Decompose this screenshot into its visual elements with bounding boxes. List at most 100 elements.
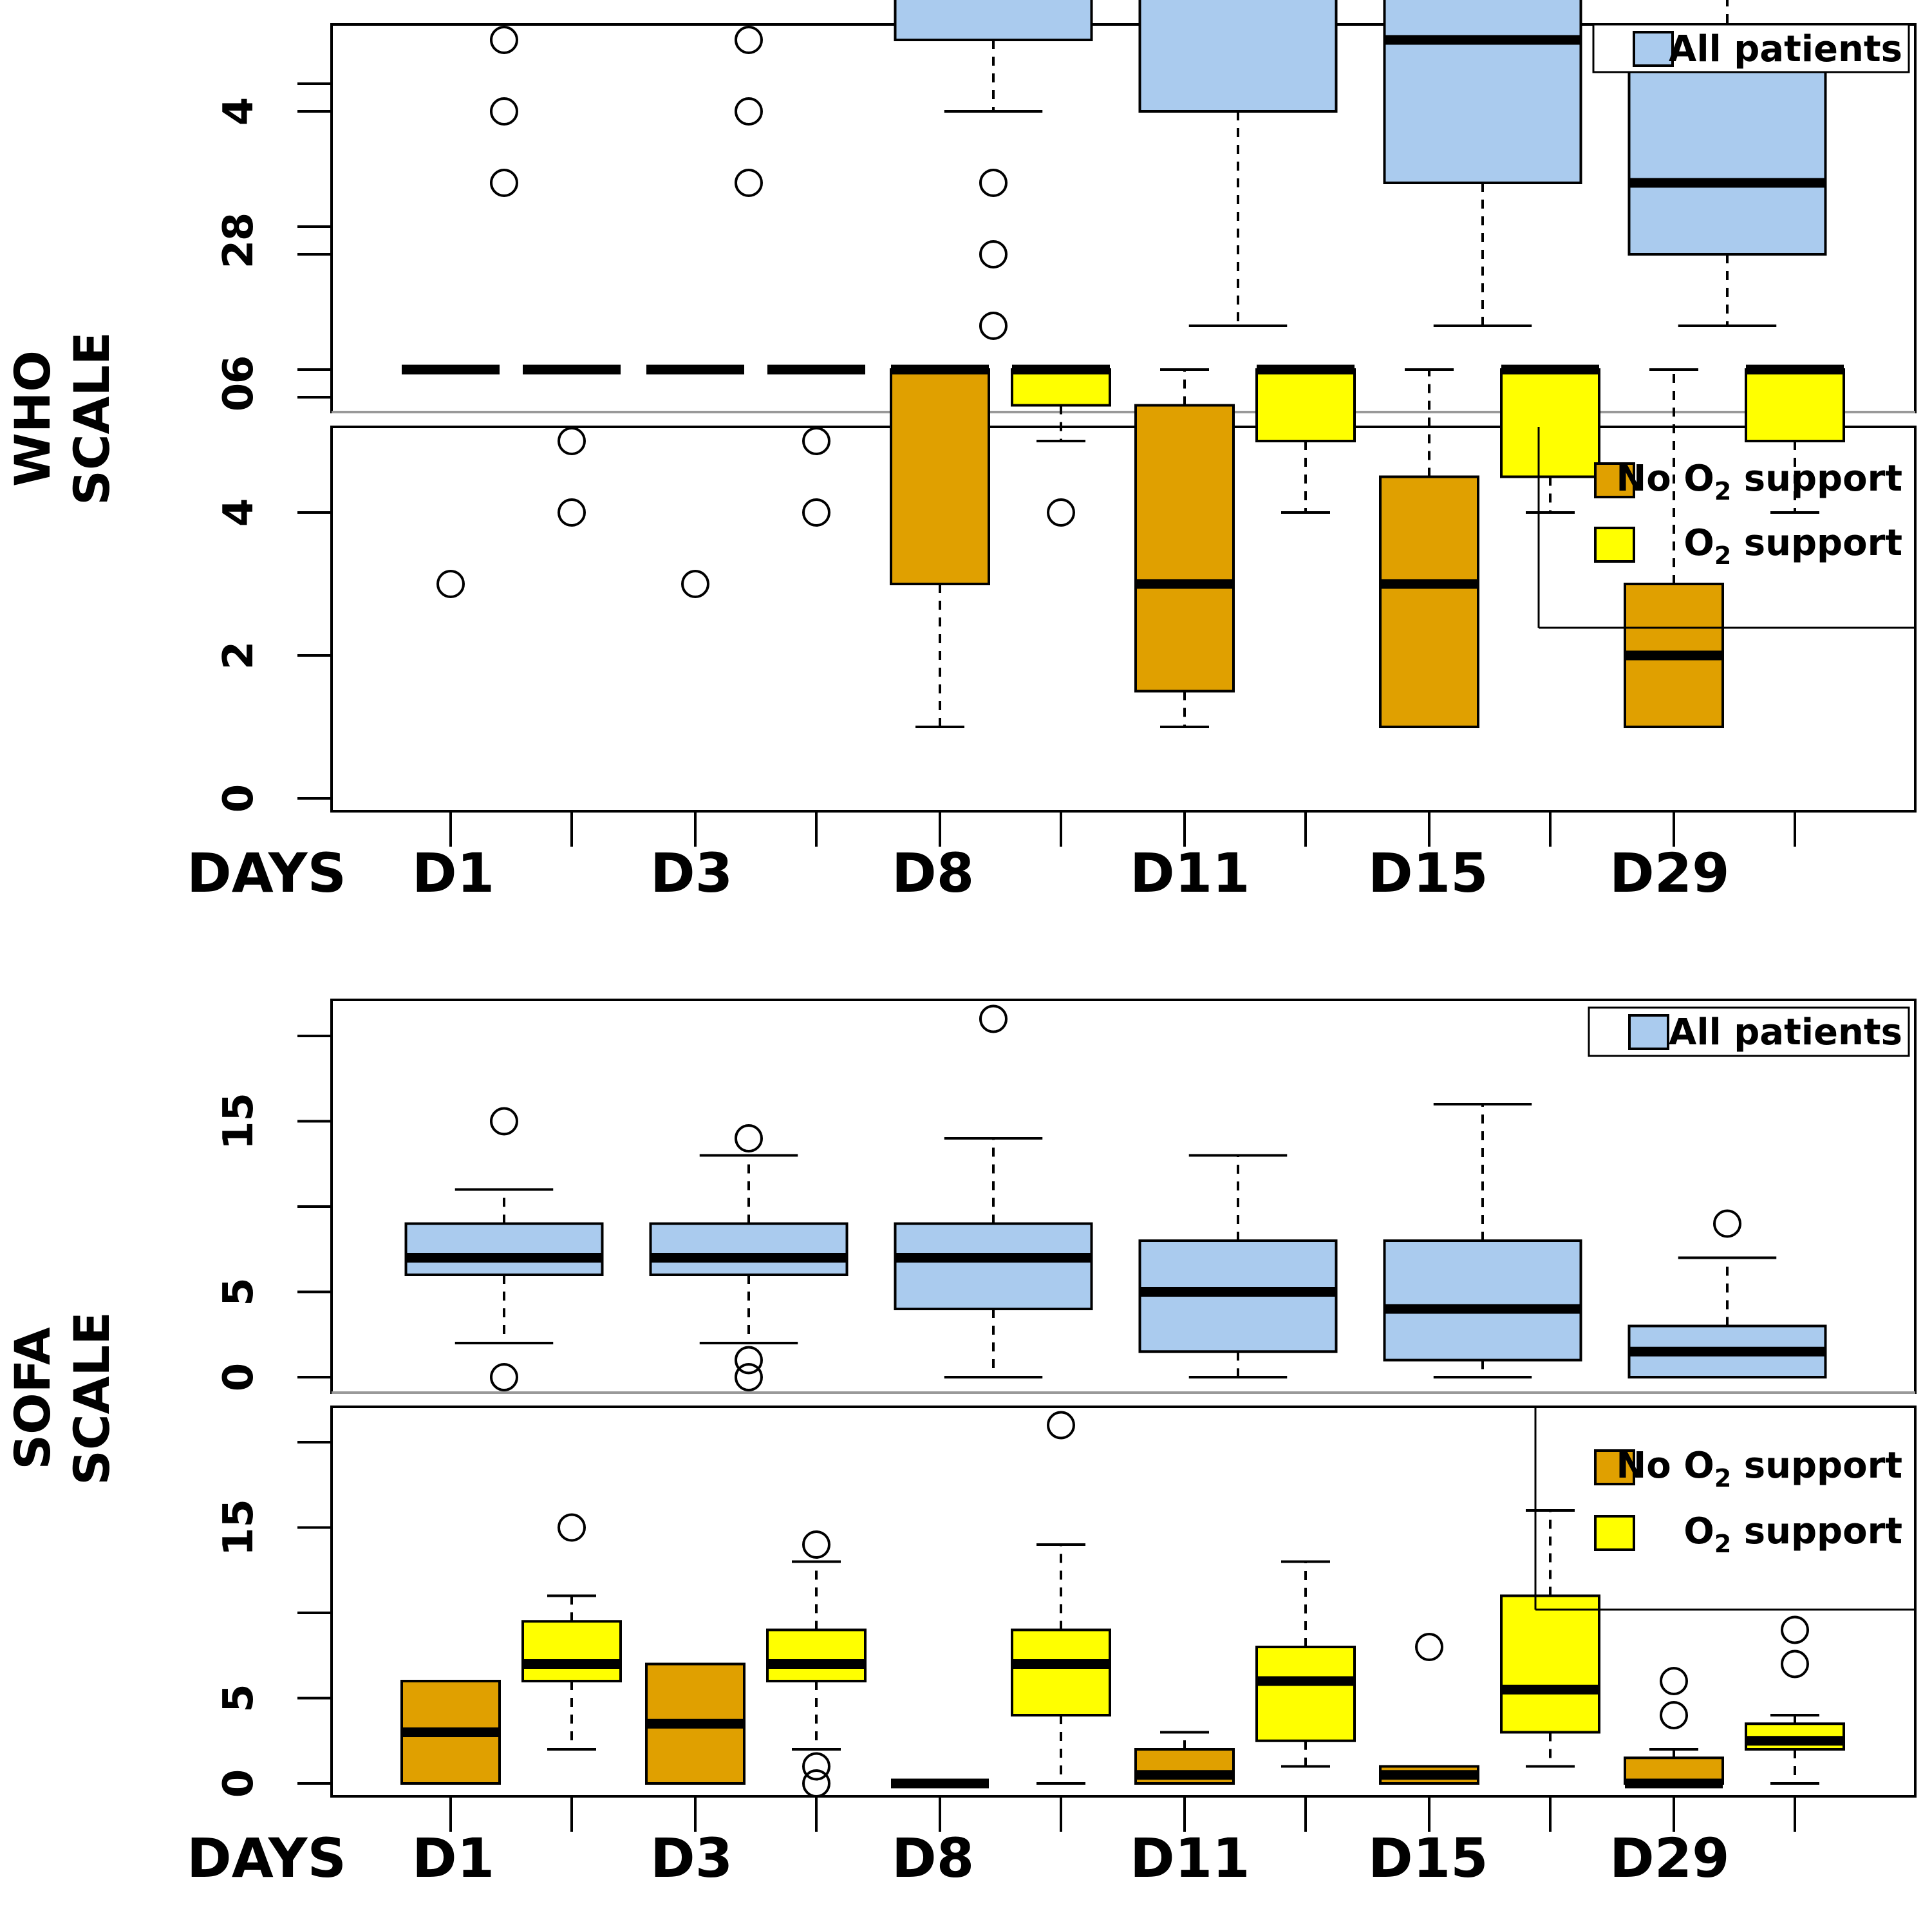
who-no-o2-d29-box <box>1624 368 1724 728</box>
who-all-d15-iqr <box>1383 0 1582 184</box>
who-o2-d29-box <box>1745 364 1845 514</box>
who-by-support-panel <box>402 364 1845 728</box>
sofa-o2-d3-iqr <box>766 1628 867 1682</box>
sofa-day-d3: D3 <box>650 1827 733 1890</box>
sofa-all-d3-outlier <box>735 1363 763 1391</box>
who-o2-d3-outlier <box>802 498 830 527</box>
sofa-all-d1-iqr <box>404 1222 604 1276</box>
sofa-bottom-ytick-label: 15 <box>215 1499 263 1556</box>
sofa-all-d8-outlier <box>979 1004 1008 1033</box>
who-all-d29-box <box>1627 0 1827 327</box>
sofa-all-d8-box <box>894 1004 1093 1378</box>
sofa-legend-support: No O2 support O2 support <box>1534 1407 1915 1611</box>
sofa-ylabel-line: SCALE <box>63 1312 120 1485</box>
sofa-legend-all-label: All patients <box>1669 1011 1902 1053</box>
sofa-top-ytick-label: 5 <box>215 1277 263 1306</box>
who-all-d11-iqr <box>1138 0 1338 113</box>
sofa-all-d3-iqr <box>649 1222 849 1276</box>
who-day-d8: D8 <box>892 842 974 905</box>
who-all-d1-outlier <box>490 97 518 126</box>
who-all-d29-iqr <box>1627 39 1827 256</box>
sofa-top-ytick-label: 15 <box>215 1093 263 1150</box>
sofa-o2-d1-outlier <box>558 1513 586 1542</box>
sofa-no-o2-d29-outlier <box>1660 1701 1688 1729</box>
who-o2-d8-box <box>1011 364 1111 527</box>
sofa-ylabel-line: SOFA <box>4 1327 61 1470</box>
sofa-all-d1-outlier <box>490 1107 518 1136</box>
sofa-by-support-panel <box>400 1411 1845 1798</box>
sofa-x-axis: DAYS D1 D3 D8 D11 D15 D29 <box>187 1796 1796 1890</box>
sofa-legend-o2-swatch <box>1594 1515 1635 1551</box>
who-no-o2-d1-box <box>402 364 500 598</box>
who-o2-d8-outlier <box>1047 498 1075 527</box>
sofa-no-o2-d15-outlier <box>1415 1633 1443 1661</box>
sofa-all-d29-outlier <box>1713 1209 1741 1238</box>
who-no-o2-d11-iqr <box>1134 404 1235 693</box>
sofa-legend-all: All patients <box>1588 1006 1910 1057</box>
who-bottom-ytick-label: 4 <box>215 498 263 527</box>
sofa-all-d15-iqr <box>1383 1239 1582 1362</box>
sofa-all-d29-box <box>1627 1209 1827 1378</box>
who-legend-no-o2-swatch <box>1594 462 1635 498</box>
who-day-d29: D29 <box>1609 842 1730 905</box>
sofa-o2-d29-outlier <box>1781 1650 1809 1679</box>
who-ylabel-line: WHO <box>4 350 61 487</box>
sofa-all-d3-outlier <box>735 1124 763 1152</box>
sofa-legend-o2-label: O2 support <box>1683 1510 1902 1558</box>
who-no-o2-d3-outlier <box>681 570 709 598</box>
sofa-day-d11: D11 <box>1130 1827 1250 1890</box>
sofa-legend-all-swatch <box>1628 1014 1669 1050</box>
who-o2-d3-box <box>767 364 865 527</box>
who-all-d8-box <box>894 0 1093 340</box>
sofa-no-o2-d3-box <box>645 1662 746 1785</box>
sofa-legend-no-o2-swatch <box>1594 1449 1635 1485</box>
sofa-all-d1-box <box>404 1107 604 1391</box>
sofa-o2-d3-box <box>766 1530 867 1798</box>
who-all-d3-outlier <box>735 26 763 54</box>
who-legend-o2-swatch <box>1594 527 1635 563</box>
sofa-o2-d3-outlier <box>802 1769 830 1798</box>
who-day-d3: D3 <box>650 842 733 905</box>
sofa-all-d3-box <box>649 1124 849 1391</box>
who-ylabel-line: SCALE <box>63 332 120 505</box>
who-top-ytick-label: 0 <box>215 383 263 412</box>
who-no-o2-d8-iqr <box>890 368 990 585</box>
who-legend-support: No O2 support O2 support <box>1537 427 1915 629</box>
sofa-o2-d8-outlier <box>1047 1411 1075 1440</box>
sofa-bottom-frame <box>330 1406 1917 1798</box>
who-no-o2-d8-box <box>890 364 990 728</box>
sofa-no-o2-d29-box <box>1624 1667 1724 1789</box>
who-no-o2-d15-iqr <box>1379 475 1479 728</box>
who-bottom-ytick-label: 0 <box>215 784 263 813</box>
sofa-o2-d1-box <box>521 1513 622 1751</box>
who-day-d1: D1 <box>412 842 494 905</box>
sofa-day-d1: D1 <box>412 1827 494 1890</box>
sofa-o2-d11-box <box>1255 1560 1356 1768</box>
who-all-d15-box <box>1383 0 1582 327</box>
who-all-d3-box <box>735 26 763 197</box>
sofa-o2-d8-iqr <box>1011 1628 1111 1716</box>
who-o2-d15-iqr <box>1500 368 1600 478</box>
who-all-d3-outlier <box>735 97 763 126</box>
sofa-all-d8-iqr <box>894 1222 1093 1310</box>
who-o2-d11-iqr <box>1255 368 1356 442</box>
sofa-no-o2-d11-box <box>1134 1731 1235 1785</box>
who-bottom-ytick-label: 2 <box>215 641 263 670</box>
sofa-o2-d11-iqr <box>1255 1646 1356 1742</box>
sofa-o2-d3-outlier <box>802 1530 830 1559</box>
sofa-bottom-ytick-label: 0 <box>215 1769 263 1798</box>
sofa-bottom-ytick-label: 5 <box>215 1684 263 1713</box>
who-bottom-frame <box>330 426 1917 813</box>
who-legend-all-swatch <box>1633 31 1674 67</box>
sofa-no-o2-d15-box <box>1379 1633 1479 1785</box>
who-all-d3-outlier <box>735 169 763 197</box>
who-top-ytick-label: 2 <box>215 240 263 269</box>
sofa-no-o2-d29-outlier <box>1660 1667 1688 1695</box>
sofa-all-d1-outlier <box>490 1363 518 1391</box>
sofa-o2-d8-box <box>1011 1411 1111 1785</box>
who-all-d1-outlier <box>490 26 518 54</box>
who-no-o2-d3-box <box>646 364 744 598</box>
sofa-o2-d15-iqr <box>1500 1594 1600 1734</box>
who-all-d1-box <box>490 26 518 197</box>
